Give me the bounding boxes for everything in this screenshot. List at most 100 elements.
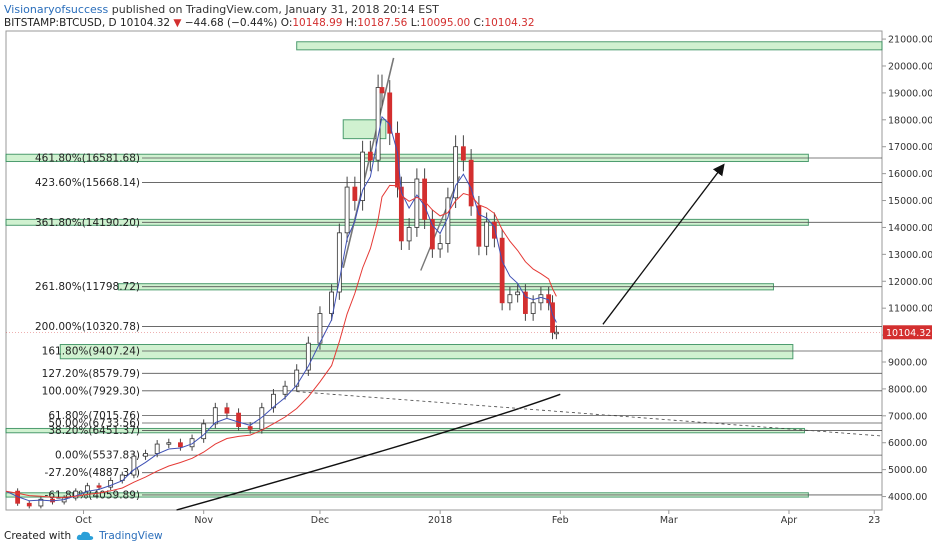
fib-label: -27.20%(4887.34) — [45, 467, 140, 479]
resistance-zone — [296, 41, 883, 51]
y-tick-label: 13000.00 — [888, 250, 932, 261]
candle-body — [484, 221, 490, 247]
fib-label: 161.80%(9407.24) — [42, 346, 140, 358]
change-value: −44.68 (−0.44%) — [184, 17, 278, 29]
candle-body — [554, 331, 559, 335]
candle-body — [414, 178, 420, 228]
y-tick-label: 5000.00 — [888, 465, 927, 476]
candle-body — [507, 294, 513, 304]
last-price-box — [883, 325, 932, 340]
low-label: L: — [410, 17, 421, 29]
candle-body — [453, 146, 459, 199]
open-label: O: — [280, 17, 293, 29]
symbol-label[interactable]: BITSTAMP:BTCUSD, D — [4, 17, 117, 29]
x-tick-label: 2018 — [428, 515, 452, 526]
fib-label: 38.20%(6451.37) — [48, 425, 140, 437]
close-label: C: — [473, 17, 485, 29]
parabolic-trendline — [342, 57, 395, 268]
candle-body — [379, 87, 385, 94]
y-tick-label: 14000.00 — [888, 223, 932, 234]
y-tick-label: 12000.00 — [888, 277, 932, 288]
candle-body — [429, 218, 435, 250]
x-tick-label: Feb — [552, 515, 569, 526]
published-text: published on TradingView.com, January 31… — [111, 3, 439, 16]
fib-label: 423.60%(15668.14) — [35, 177, 140, 189]
fib-label: -61.80%(4059.89) — [45, 489, 140, 501]
candle-body — [360, 151, 366, 201]
candle-body — [352, 186, 358, 201]
candle-body — [406, 227, 412, 242]
candle-body — [387, 92, 393, 134]
candle-body — [468, 159, 474, 207]
header-line-1: Visionaryofsuccess published on TradingV… — [4, 3, 439, 16]
created-with-text: Created with — [4, 530, 72, 542]
y-tick-label: 4000.00 — [888, 492, 927, 503]
high-value: 10187.56 — [357, 17, 408, 29]
plot-border — [5, 30, 883, 511]
candle-body — [305, 342, 311, 371]
candle-body — [522, 291, 528, 314]
candle-body — [375, 87, 381, 161]
candle-body — [201, 423, 207, 440]
fib-label: 50.00%(6733.56) — [48, 417, 140, 429]
fib-label: 261.80%(11798.72) — [35, 281, 140, 293]
y-tick-label: 16000.00 — [888, 169, 932, 180]
x-axis-labels: Oct Nov Dec 2018 Feb Mar Apr 23 — [75, 510, 880, 526]
fib-levels-layer: 461.80%(16581.68) 423.60%(15668.14) 361.80… — [35, 152, 882, 501]
header-line-2: BITSTAMP:BTCUSD, D 10104.32 ▼ −44.68 (−0… — [4, 17, 535, 29]
x-tick-label: 23 — [868, 515, 880, 526]
low-value: 10095.00 — [420, 17, 471, 29]
y-axis-labels: 4000.00 5000.00 6000.00 7000.00 8000.00 9000.… — [882, 35, 932, 503]
candle-body — [26, 502, 32, 507]
trend-lines-layer — [176, 57, 883, 511]
candle-body — [178, 442, 183, 448]
ema-fast-line — [5, 115, 557, 502]
candle-body — [336, 232, 342, 293]
tradingview-link[interactable]: TradingView — [99, 530, 163, 542]
y-tick-label: 6000.00 — [888, 438, 927, 449]
candle-body — [236, 412, 241, 427]
candle-body — [143, 453, 148, 457]
last-price-value: 10104.32 — [119, 17, 171, 29]
fib-label: 127.20%(8579.79) — [42, 368, 140, 380]
y-tick-label: 8000.00 — [888, 384, 927, 395]
candle-body — [499, 237, 505, 304]
candle-body — [131, 455, 137, 476]
candle-body — [84, 485, 90, 492]
candle-body — [166, 442, 172, 445]
candle-body — [247, 426, 253, 430]
candle-body — [38, 498, 44, 507]
projection-arrow[interactable] — [602, 163, 725, 325]
candle-body — [530, 302, 536, 314]
candle-body — [317, 313, 323, 344]
candle-body — [476, 205, 482, 247]
y-tick-label: 11000.00 — [888, 304, 932, 315]
candle-body — [344, 186, 350, 234]
high-label: H: — [345, 17, 358, 29]
author-link[interactable]: Visionaryofsuccess — [4, 3, 109, 16]
y-tick-label: 18000.00 — [888, 115, 932, 126]
candle-body — [437, 243, 443, 250]
tradingview-cloud-icon — [76, 531, 94, 540]
candle-body — [282, 385, 288, 395]
x-tick-label: Mar — [660, 515, 678, 526]
candle-body — [329, 291, 334, 314]
open-value: 10148.99 — [292, 17, 343, 29]
x-tick-label: Nov — [194, 515, 213, 526]
down-arrow-icon: ▼ — [173, 17, 182, 29]
fib-label: 100.00%(7929.30) — [42, 385, 140, 397]
candle-body — [154, 443, 160, 454]
candle-body — [108, 479, 114, 488]
footer: Created with TradingView — [4, 530, 163, 542]
candle-body — [515, 291, 521, 296]
ema-layer — [5, 115, 557, 502]
y-tick-label: 20000.00 — [888, 61, 932, 72]
y-tick-label: 19000.00 — [888, 88, 932, 99]
candle-body — [367, 151, 373, 161]
candle-body — [422, 178, 428, 220]
long-term-trendline — [176, 393, 561, 511]
close-value: 10104.32 — [484, 17, 535, 29]
x-tick-label: Dec — [311, 515, 329, 526]
candle-body — [96, 485, 102, 488]
